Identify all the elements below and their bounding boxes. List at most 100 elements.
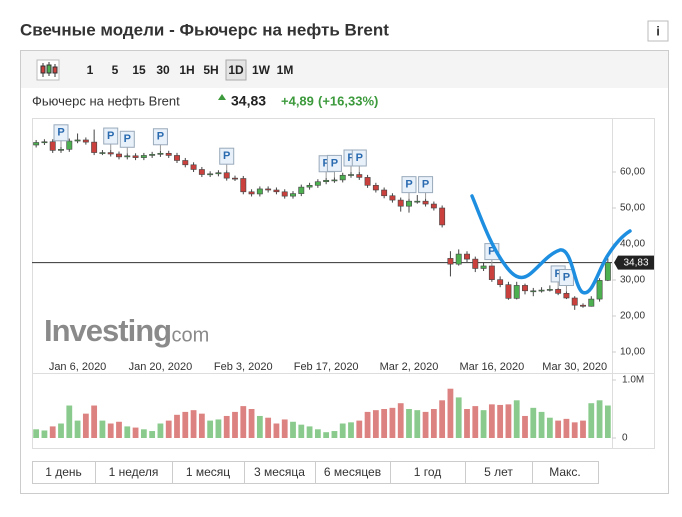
interval-button[interactable]: 5 <box>112 63 119 77</box>
range-buttons: 1 день 1 неделя 1 месяц 3 месяца 6 месяцев 1 … <box>32 461 599 484</box>
range-label[interactable]: 1 день <box>45 465 82 479</box>
toolbar-buttons: 1 5 15 30 1H 5H 1D 1W 1M <box>87 59 294 81</box>
event-flag-label[interactable]: P <box>331 157 338 169</box>
volume-tick-label: 1.0M <box>622 375 644 386</box>
volume-bar <box>256 415 263 438</box>
interval-button[interactable]: 1H <box>179 63 194 77</box>
range-label[interactable]: 1 неделя <box>109 465 159 479</box>
event-flag[interactable] <box>152 128 168 146</box>
candle-body <box>58 149 64 151</box>
candle-body <box>281 191 288 197</box>
range-label[interactable]: Макс. <box>549 465 581 479</box>
volume-bar <box>165 420 172 438</box>
candle-body <box>91 141 98 153</box>
event-flag-label[interactable]: P <box>57 127 64 139</box>
candle-body <box>306 185 313 188</box>
volume-bar <box>314 429 321 438</box>
event-flag[interactable] <box>219 147 235 165</box>
volume-bar <box>331 431 338 438</box>
event-flag-label[interactable]: P <box>107 130 114 142</box>
event-flag[interactable] <box>418 176 434 194</box>
event-flag-label[interactable]: P <box>157 131 164 143</box>
candle-body <box>381 189 388 197</box>
candle-body <box>488 265 495 280</box>
volume-bar <box>290 421 296 438</box>
volume-bar <box>58 423 64 438</box>
candle-body <box>190 164 197 170</box>
x-tick-label: Jan 20, 2020 <box>129 361 193 373</box>
candle-body <box>513 285 520 299</box>
volume-bar <box>497 404 504 438</box>
interval-button[interactable]: 1M <box>277 63 294 77</box>
candle-body <box>124 155 131 158</box>
event-flag-label[interactable]: P <box>563 271 570 283</box>
event-flag-label[interactable]: P <box>554 268 561 280</box>
range-label[interactable]: 5 лет <box>484 465 513 479</box>
volume-bar <box>372 410 379 438</box>
volume-bar <box>207 420 214 438</box>
volume-bar <box>397 403 404 438</box>
candle-body <box>174 155 180 161</box>
volume-bar <box>480 410 487 438</box>
event-flag-label[interactable]: P <box>322 158 329 170</box>
y-tick-label: 40,00 <box>620 239 645 250</box>
range-label[interactable]: 1 год <box>414 465 442 479</box>
interval-button[interactable]: 1W <box>252 63 271 77</box>
event-flag-label[interactable]: P <box>356 152 363 164</box>
volume-bar <box>522 415 528 438</box>
interval-button[interactable]: 1D <box>228 63 244 77</box>
candle-body <box>82 139 89 143</box>
candle-body <box>323 179 330 183</box>
event-flag-label[interactable]: P <box>488 246 495 258</box>
interval-button[interactable]: 30 <box>156 63 170 77</box>
range-label[interactable]: 6 месяцев <box>324 465 381 479</box>
candle-body <box>215 172 222 175</box>
volume-bar <box>555 420 562 438</box>
interval-button[interactable]: 1 <box>87 63 94 77</box>
range-button[interactable] <box>532 461 599 484</box>
candle-body <box>522 285 528 292</box>
info-icon[interactable]: i <box>656 23 660 38</box>
volume-bar <box>381 409 388 438</box>
volume-bar <box>265 417 272 438</box>
interval-button[interactable]: 5H <box>203 63 218 77</box>
range-label[interactable]: 3 месяца <box>254 465 305 479</box>
candle-body <box>99 152 106 154</box>
interval-button[interactable]: 15 <box>132 63 146 77</box>
volume-bar <box>571 422 578 438</box>
volume-bar <box>422 411 429 438</box>
interval-active[interactable] <box>225 59 247 81</box>
volume-bar <box>538 411 545 438</box>
event-flag-label[interactable]: P <box>223 150 230 162</box>
candle-body <box>439 207 446 226</box>
candle-body <box>372 185 379 191</box>
event-flag-label[interactable]: P <box>124 133 131 145</box>
event-flag[interactable] <box>119 130 135 148</box>
event-flag[interactable] <box>401 176 417 194</box>
volume-bar <box>364 411 371 438</box>
candle-body <box>364 177 371 186</box>
last-price-box <box>618 255 654 270</box>
plot: 10,00 20,00 30,00 40,00 50,00 60,00 Jan 6, 202… <box>32 124 654 444</box>
event-flag-label[interactable]: P <box>405 179 412 191</box>
event-flag[interactable] <box>326 154 342 172</box>
candle-body <box>546 289 553 291</box>
candle-body <box>298 186 305 194</box>
candle-body <box>472 258 479 269</box>
volume-bar <box>455 397 462 438</box>
info-button[interactable] <box>647 20 669 42</box>
range-label[interactable]: 1 месяц <box>186 465 230 479</box>
candle-body <box>588 298 595 307</box>
event-flag[interactable] <box>351 149 367 167</box>
event-flag[interactable] <box>103 127 119 145</box>
candle-body <box>571 297 578 306</box>
volume-bar <box>124 426 131 438</box>
widget-title: Свечные модели - Фьючерс на нефть Brent <box>20 20 389 39</box>
volume-bar <box>74 420 81 438</box>
event-flag[interactable] <box>558 269 574 287</box>
candle-body <box>555 289 562 294</box>
event-flag-label[interactable]: P <box>422 179 429 191</box>
event-flag-label[interactable]: P <box>347 152 354 164</box>
event-flag[interactable] <box>53 124 69 142</box>
